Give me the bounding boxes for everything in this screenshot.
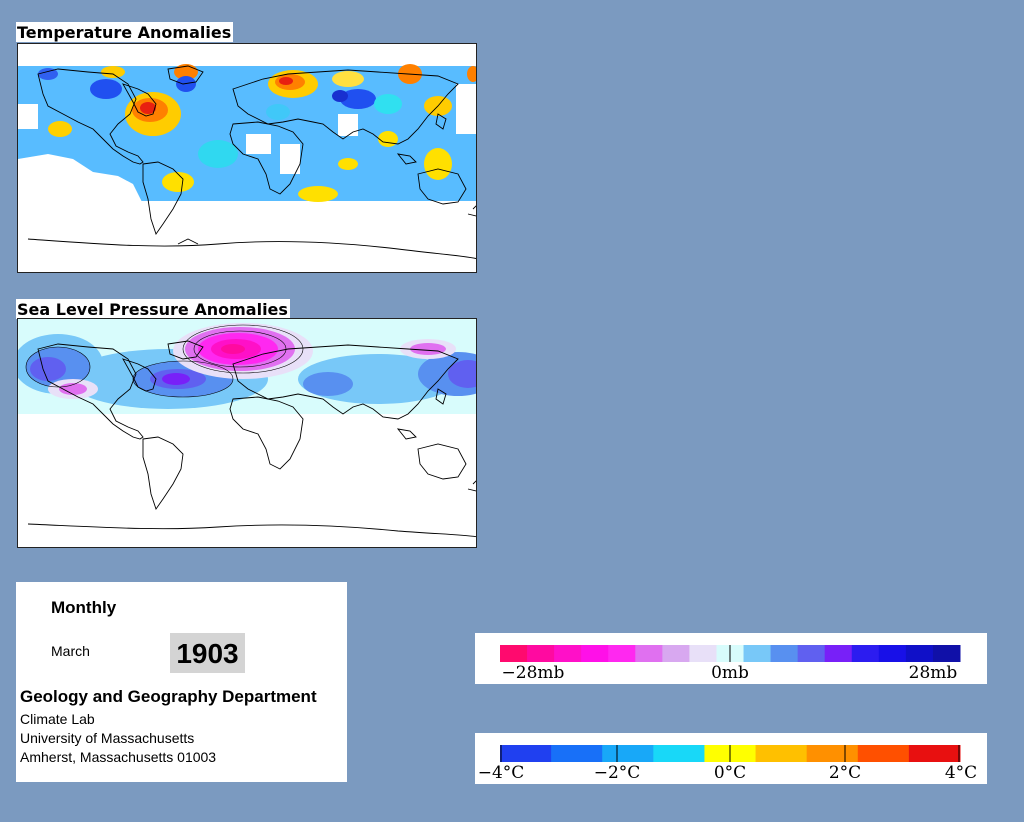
temperature-legend-swatch <box>551 745 603 762</box>
pressure-legend-swatch <box>932 645 961 662</box>
pressure-legend-swatch <box>905 645 934 662</box>
pressure-legend-swatch <box>662 645 690 662</box>
pressure-legend-swatch <box>743 645 772 662</box>
temperature-legend: −4°C −2°C 0°C 2°C 4°C <box>475 733 987 784</box>
pressure-legend-swatch <box>689 645 717 662</box>
pressure-legend-swatch <box>824 645 853 662</box>
pressure-legend-swatch <box>851 645 880 662</box>
temperature-legend-swatch <box>755 745 808 762</box>
temperature-legend-label-p2: 2°C <box>829 763 861 783</box>
month-label: March <box>51 643 90 659</box>
pressure-panel-title: Sea Level Pressure Anomalies <box>16 299 290 319</box>
pressure-legend-swatch <box>500 645 528 662</box>
pressure-legend-swatch <box>770 645 799 662</box>
pressure-anomaly-map <box>17 318 477 548</box>
department-name: Geology and Geography Department <box>20 687 317 706</box>
pressure-legend-swatch <box>581 645 609 662</box>
temperature-legend-label-m2: −2°C <box>594 763 641 783</box>
pressure-legend-label-min: −28mb <box>502 663 565 683</box>
temperature-legend-swatch <box>908 745 961 762</box>
temperature-legend-label-p4: 4°C <box>945 763 977 783</box>
pressure-legend-label-zero: 0mb <box>711 663 749 683</box>
temperature-legend-swatch <box>857 745 910 762</box>
pressure-legend-swatch <box>635 645 663 662</box>
temperature-anomaly-map <box>17 43 477 273</box>
pressure-legend-swatch <box>527 645 555 662</box>
year-display: 1903 <box>170 633 245 673</box>
temperature-legend-swatch <box>806 745 859 762</box>
period-type: Monthly <box>51 598 117 617</box>
temperature-panel-title: Temperature Anomalies <box>16 22 234 42</box>
pressure-legend-swatch <box>608 645 636 662</box>
temperature-legend-swatch <box>602 745 654 762</box>
temperature-legend-label-m4: −4°C <box>478 763 525 783</box>
temperature-legend-swatch <box>500 745 552 762</box>
pressure-legend: −28mb 0mb 28mb <box>475 633 987 684</box>
temperature-legend-swatch <box>653 745 705 762</box>
lab-name: Climate Lab <box>20 711 95 727</box>
university-name: University of Massachusetts <box>20 730 195 746</box>
info-panel: Monthly March 1903 Geology and Geography… <box>16 582 347 782</box>
temperature-legend-label-0: 0°C <box>714 763 746 783</box>
pressure-legend-swatch <box>554 645 582 662</box>
pressure-legend-label-max: 28mb <box>909 663 958 683</box>
pressure-legend-swatch <box>797 645 826 662</box>
pressure-legend-swatch <box>878 645 907 662</box>
address: Amherst, Massachusetts 01003 <box>20 749 217 765</box>
